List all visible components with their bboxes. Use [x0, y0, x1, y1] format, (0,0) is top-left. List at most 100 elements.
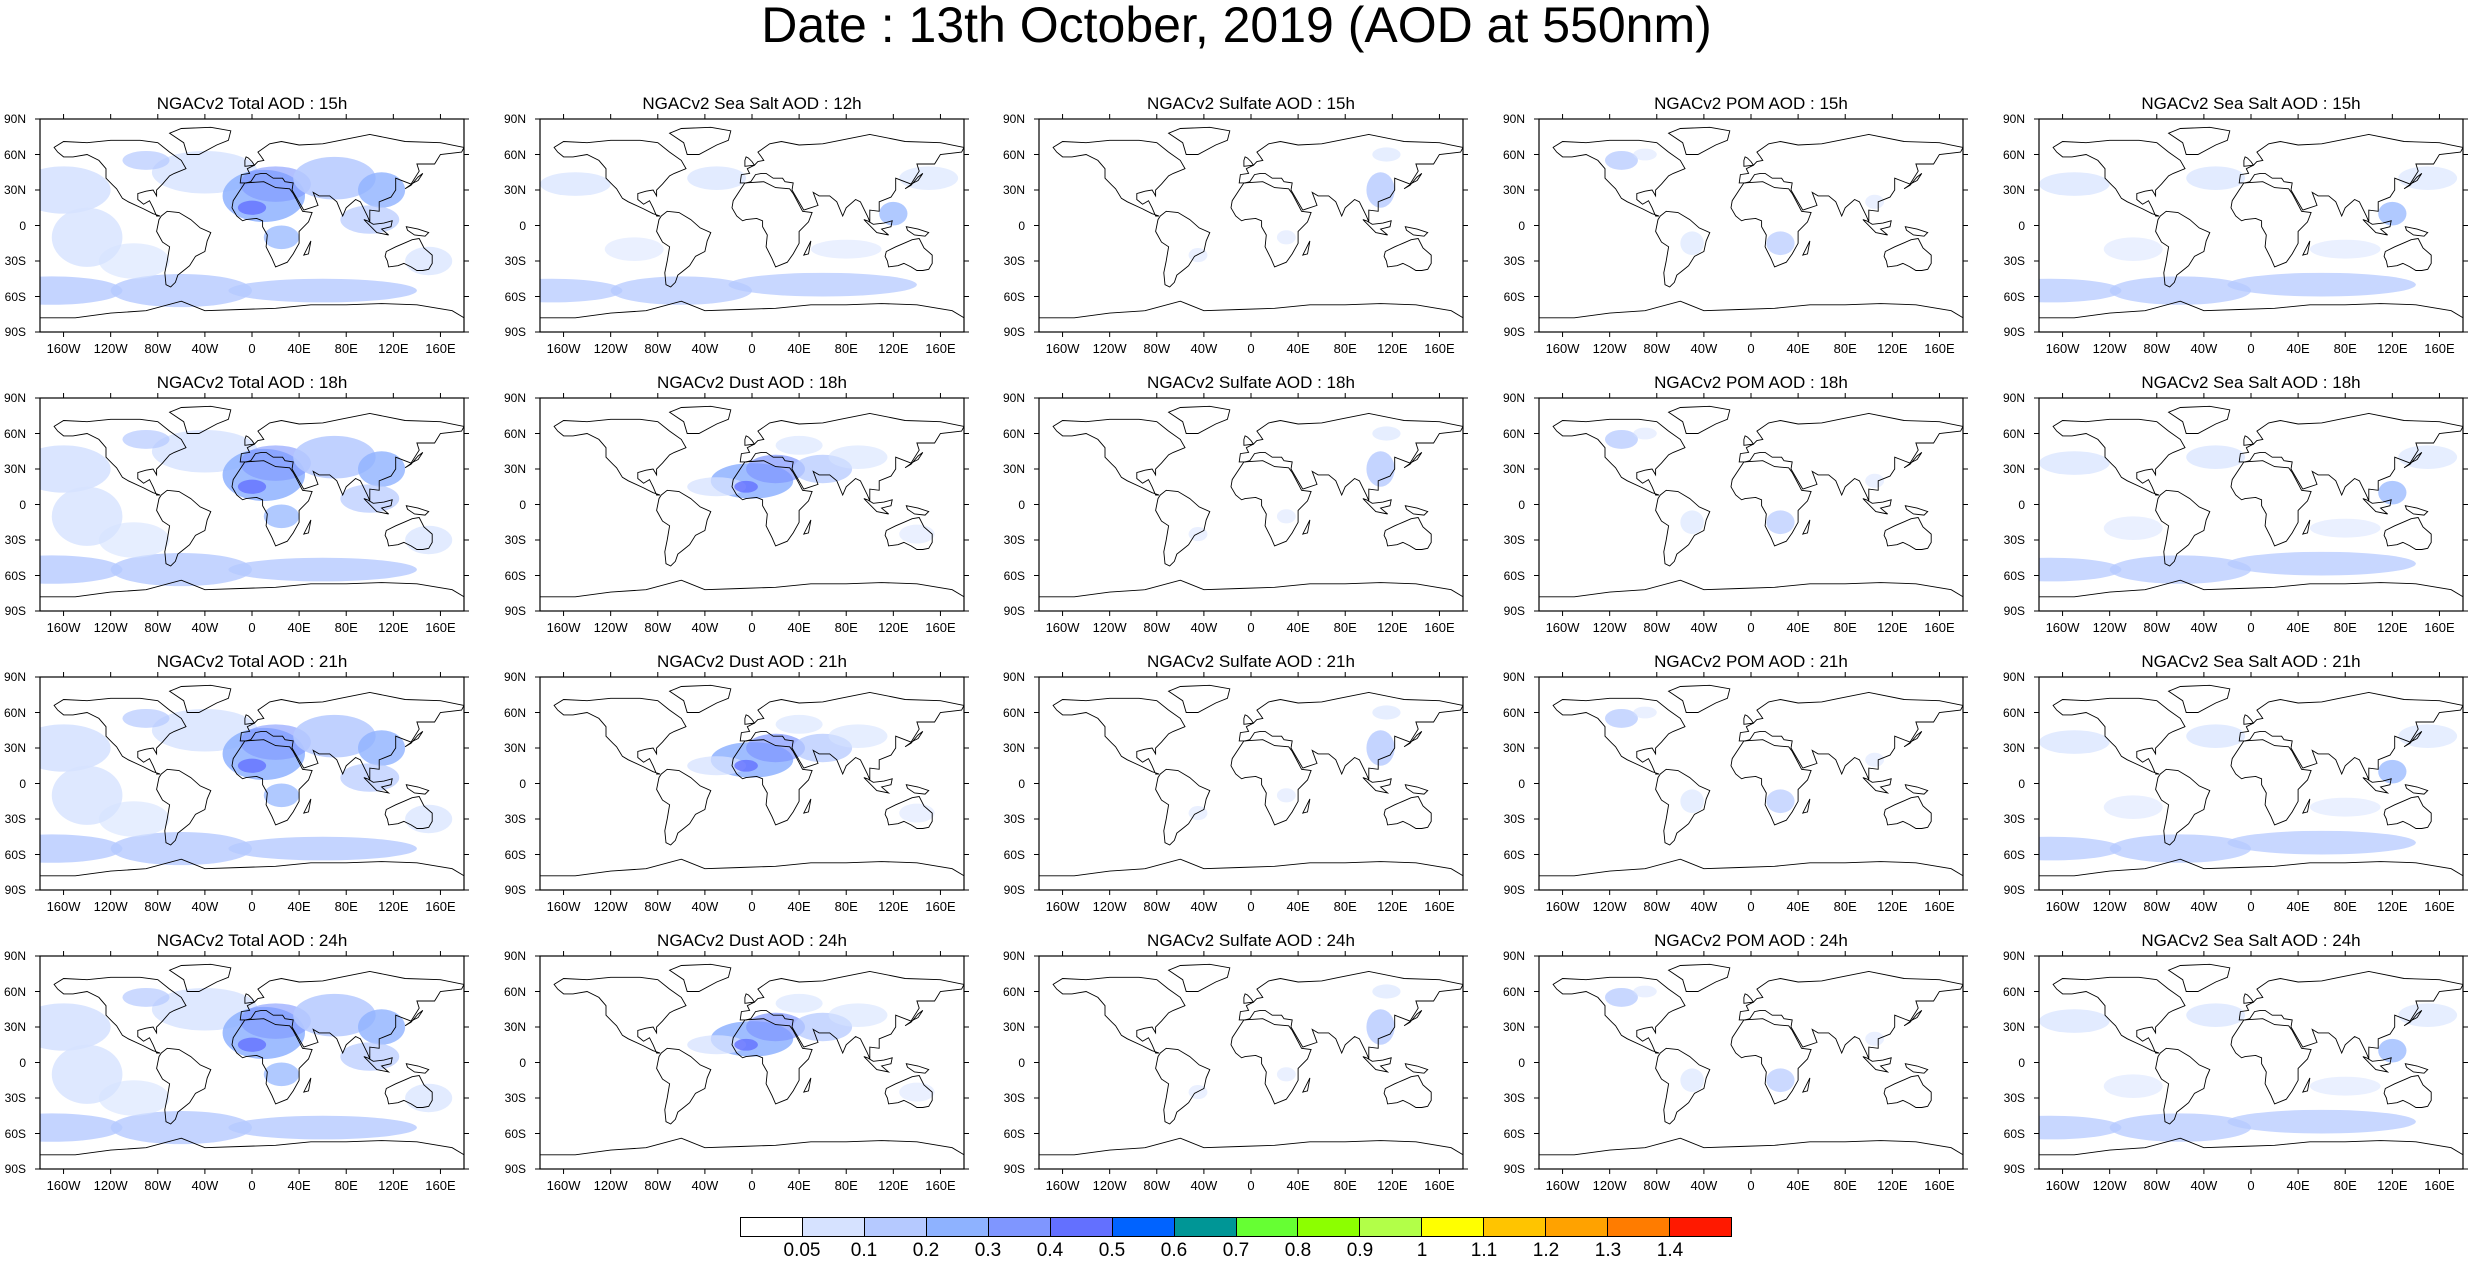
lat-tick-label: 30S [504, 254, 526, 268]
lat-tick-label: 90S [4, 325, 26, 339]
coastline [2383, 796, 2432, 829]
lat-tick-label: 0 [1018, 1055, 1025, 1070]
map-background [2039, 398, 2463, 611]
lon-tick-label: 160E [1924, 620, 1955, 635]
lon-tick-label: 0 [248, 341, 256, 356]
lon-tick-label: 160E [1424, 620, 1455, 635]
lon-tick-label: 80W [2143, 620, 2171, 635]
aod-shading [604, 237, 664, 261]
coastline [363, 1056, 393, 1073]
aod-shading [237, 479, 267, 494]
lat-tick-label: 90S [1503, 1162, 1525, 1176]
coastline [863, 498, 893, 515]
lon-tick-label: 40E [2286, 341, 2310, 356]
lon-tick-label: 160E [925, 1178, 956, 1193]
aod-shading [2103, 795, 2163, 820]
coastline [731, 1018, 813, 1105]
lon-tick-label: 40W [191, 341, 219, 356]
lon-tick-label: 40W [1690, 899, 1718, 914]
coastline [2167, 126, 2231, 155]
aod-shading [1276, 230, 1296, 245]
coastline [2403, 452, 2423, 469]
map-background [2039, 956, 2463, 1169]
lat-tick-label: 60S [504, 289, 526, 304]
coastline [1238, 970, 1463, 1060]
lon-tick-label: 80W [144, 341, 172, 356]
lon-tick-label: 80W [1643, 899, 1671, 914]
lon-tick-label: 120E [378, 1178, 409, 1193]
lat-tick-label: 60S [1503, 289, 1525, 304]
coastline [1883, 1075, 1932, 1108]
aod-shading [98, 243, 170, 279]
lat-tick-label: 30S [4, 812, 26, 826]
coastline [731, 181, 813, 268]
coastline [1801, 519, 1811, 535]
lat-tick-label: 60S [1003, 1126, 1025, 1141]
aod-shading [1633, 706, 1657, 719]
aod-shading [2378, 480, 2407, 505]
aod-shading [1276, 1067, 1296, 1082]
lon-tick-label: 80E [1333, 899, 1357, 914]
aod-shading [2109, 555, 2251, 584]
coastline [2167, 405, 2231, 434]
aod-shading [40, 1003, 111, 1051]
lon-tick-label: 0 [748, 1178, 756, 1193]
lon-tick-label: 80W [144, 620, 172, 635]
lon-tick-label: 0 [2247, 341, 2255, 356]
lon-tick-label: 0 [748, 899, 756, 914]
aod-shading [237, 200, 267, 215]
lat-tick-label: 0 [519, 776, 526, 791]
aod-shading [293, 435, 376, 479]
aod-shading [2309, 1076, 2381, 1096]
coastline [1301, 240, 1311, 256]
lat-tick-label: 30S [1503, 812, 1525, 826]
coastline [384, 1075, 433, 1108]
map-panel-grid [35, 114, 2468, 1174]
lat-tick-label: 60N [503, 147, 526, 162]
lon-tick-label: 120W [1092, 899, 1127, 914]
aod-shading [110, 1111, 253, 1145]
coastline [1738, 412, 1963, 502]
lat-tick-label: 30N [1002, 462, 1025, 476]
lat-tick-label: 0 [1018, 497, 1025, 512]
lon-tick-label: 120W [1592, 341, 1627, 356]
coastline [1383, 796, 1432, 829]
lat-tick-label: 60N [2002, 426, 2025, 441]
coastline [405, 1063, 430, 1074]
aod-shading [2309, 518, 2381, 538]
lon-tick-label: 160E [2424, 1178, 2455, 1193]
coastline [1539, 579, 1963, 611]
aod-shading [122, 150, 170, 170]
coastline [2301, 798, 2311, 814]
aod-shading [2398, 1003, 2458, 1027]
coastline [2404, 784, 2429, 795]
coastline [1904, 505, 1929, 516]
coastline [1743, 993, 1755, 1004]
lon-tick-label: 80E [1833, 341, 1857, 356]
lat-tick-label: 60N [2002, 147, 2025, 162]
map-panel [40, 398, 464, 611]
colorbar-swatch [1050, 1217, 1113, 1237]
lon-tick-label: 0 [2247, 1178, 2255, 1193]
map-panel [1039, 398, 1463, 611]
aod-shading [1366, 1009, 1395, 1045]
lon-tick-label: 40E [287, 620, 311, 635]
lon-tick-label: 40W [1690, 620, 1718, 635]
aod-shading [775, 435, 823, 455]
colorbar-swatch [864, 1217, 927, 1237]
coastline [1539, 300, 1963, 332]
lat-tick-label: 90S [4, 883, 26, 897]
aod-shading [405, 246, 453, 276]
lon-tick-label: 120W [593, 899, 628, 914]
lat-tick-label: 90S [1003, 604, 1025, 618]
lon-tick-label: 40W [2190, 341, 2218, 356]
lon-tick-label: 40W [691, 899, 719, 914]
map-background [1039, 398, 1463, 611]
coastline [1155, 210, 1211, 288]
map-panel [540, 956, 964, 1169]
lon-tick-label: 160W [1545, 341, 1580, 356]
lon-tick-label: 40E [1786, 620, 1810, 635]
aod-shading [2039, 730, 2110, 754]
lon-tick-label: 160W [1045, 341, 1080, 356]
lat-tick-label: 30N [1002, 741, 1025, 755]
